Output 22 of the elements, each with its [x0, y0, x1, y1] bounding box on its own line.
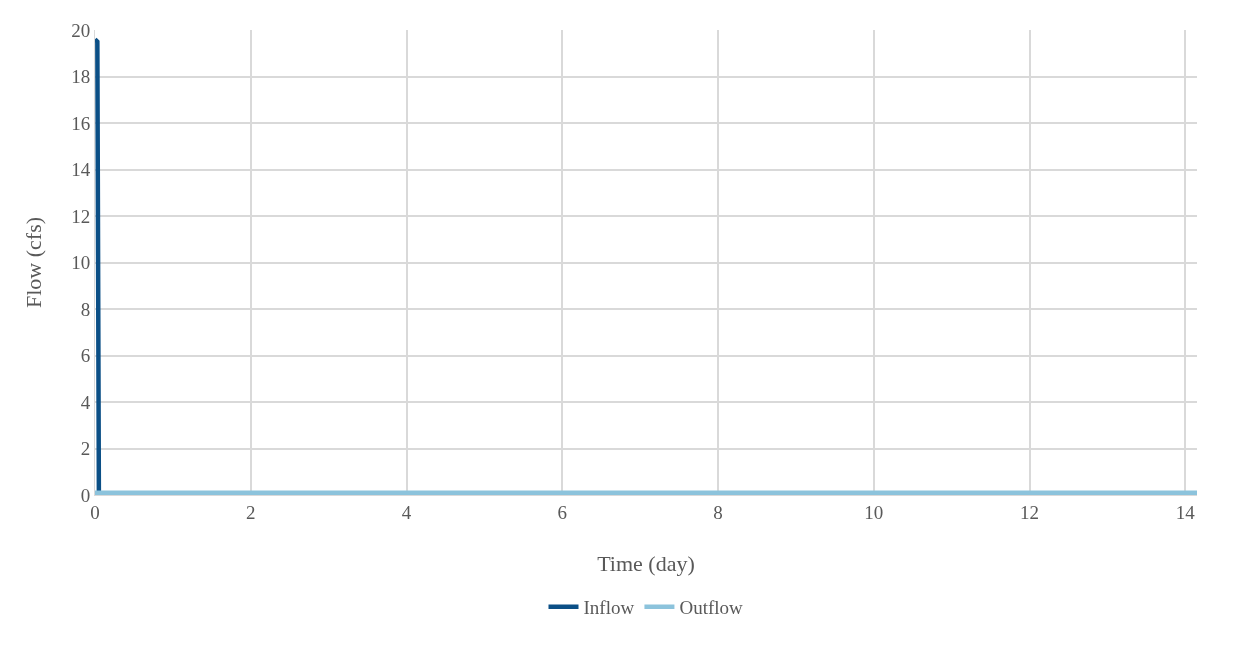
y-tick-label: 18	[71, 66, 91, 88]
legend-label: Inflow	[583, 597, 635, 619]
y-tick-label: 12	[71, 205, 91, 227]
y-tick-label: 10	[71, 252, 91, 274]
y-tick-label: 6	[80, 345, 91, 367]
y-tick-label: 4	[80, 391, 91, 413]
y-axis-title: Flow (cfs)	[21, 216, 46, 309]
x-tick-label: 2	[246, 501, 256, 523]
y-tick-label: 20	[71, 19, 91, 41]
x-axis-title: Time (day)	[597, 551, 695, 576]
y-tick-label: 2	[80, 438, 91, 460]
y-tick-label: 0	[80, 484, 91, 506]
x-tick-label: 10	[864, 501, 884, 523]
legend-label: Outflow	[679, 597, 744, 619]
x-tick-label: 12	[1020, 501, 1040, 523]
x-tick-label: 14	[1175, 501, 1196, 523]
x-tick-label: 4	[401, 501, 412, 523]
y-tick-label: 8	[80, 298, 91, 320]
x-tick-label: 8	[713, 501, 723, 523]
y-tick-label: 16	[71, 112, 91, 134]
y-tick-label: 14	[71, 159, 91, 181]
x-tick-label: 6	[557, 501, 568, 523]
